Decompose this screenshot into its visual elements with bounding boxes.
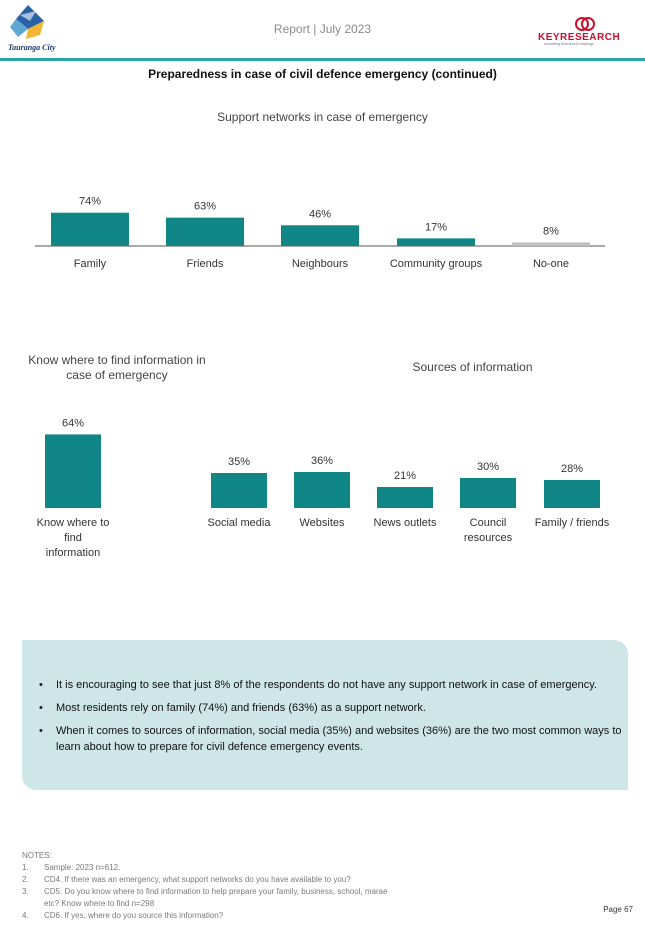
bar [377,487,433,508]
summary-bullet: When it comes to sources of information,… [39,723,628,755]
x-tick-label: Neighbours [292,258,349,270]
bar [51,212,129,246]
data-label: 8% [543,225,559,237]
x-tick-label: News outlets [374,517,437,529]
data-label: 30% [477,461,499,473]
note-text: CD4. If there was an emergency, what sup… [44,875,351,884]
page-header: Tauranga City Report | July 2023 KEYRESE… [0,0,645,61]
note-number: 3. [22,887,29,896]
data-label: 36% [311,455,333,467]
keyresearch-logo: KEYRESEARCH Innovating Business Knowledg… [536,16,641,48]
chart-title-sources: Sources of information [412,360,533,374]
tauranga-city-logo: Tauranga City [6,3,66,55]
notes-heading: NOTES: [22,851,52,860]
data-label: 28% [561,463,583,475]
page-number: Page 67 [603,905,633,914]
note-item: 1. Sample: 2023 n=612. [22,862,404,874]
x-tick-label: Websites [299,517,345,529]
x-tick-label: Community groups [390,258,483,270]
keyresearch-rings-icon [575,17,595,31]
bar [544,480,600,508]
chart-title-know-where: Know where to find information in case o… [28,353,206,382]
logo-right-text: KEYRESEARCH [538,32,621,43]
note-number: 4. [22,911,29,920]
note-number: 2. [22,875,29,884]
data-label: 17% [425,221,447,233]
note-item: 2. CD4. If there was an emergency, what … [22,874,404,886]
note-text: CD6. If yes, where do you source this in… [44,911,224,920]
bar [281,225,359,246]
bar [460,478,516,508]
charts-canvas: 74% Family 63% Friends 46% Neighbours 17% Commu… [35,196,610,559]
bar [211,473,267,508]
x-tick-label: Council [470,517,507,529]
bar [397,238,475,246]
summary-bullet: Most residents rely on family (74%) and … [39,700,628,716]
x-tick-label: information [46,547,100,559]
data-label: 46% [309,208,331,220]
x-tick-label: Social media [208,517,272,529]
data-label: 64% [62,417,84,429]
header-divider [0,58,645,61]
data-label: 63% [194,201,216,213]
x-tick-label: Family [74,258,107,270]
x-tick-label: Friends [187,258,224,270]
section-title: Preparedness in case of civil defence em… [148,67,497,81]
summary-list: It is encouraging to see that just 8% of… [22,677,638,762]
bar [294,472,350,508]
x-tick-label: resources [464,532,513,544]
note-item: 3. CD5. Do you know where to find inform… [22,886,404,910]
logo-left-text: Tauranga City [8,43,56,52]
bar [45,434,101,508]
note-number: 1. [22,863,29,872]
note-item: 4. CD6. If yes, where do you source this… [22,910,404,922]
summary-bullet: It is encouraging to see that just 8% of… [39,677,628,693]
data-label: 74% [79,196,101,208]
x-tick-label: find [64,532,82,544]
notes-section: NOTES: 1. Sample: 2023 n=612. 2. CD4. If… [22,850,404,922]
x-tick-label: No-one [533,258,569,270]
x-tick-label: Know where to [37,517,110,529]
note-text: Sample: 2023 n=612. [44,863,121,872]
tauranga-logo-icon [10,5,44,39]
data-label: 21% [394,470,416,482]
bar [166,217,244,246]
data-label: 35% [228,456,250,468]
report-title: Report | July 2023 [273,22,372,36]
note-text: CD5. Do you know where to find informati… [44,887,388,908]
bar [512,242,590,246]
x-tick-label: Family / friends [535,517,610,529]
summary-box: It is encouraging to see that just 8% of… [22,640,628,790]
logo-right-tagline: Innovating Business Knowledge [544,42,594,46]
chart-title-support-networks: Support networks in case of emergency [217,110,428,124]
